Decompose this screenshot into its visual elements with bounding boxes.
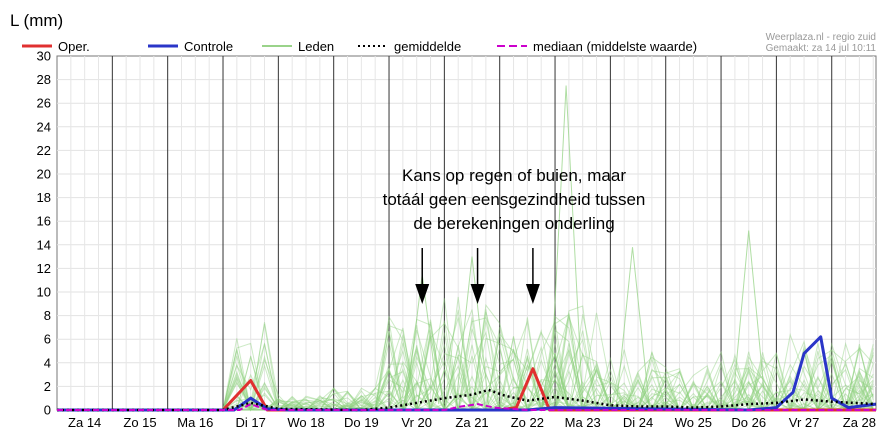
y-tick-label: 24: [37, 119, 51, 134]
x-tick-label: Vr 27: [789, 415, 820, 430]
legend-label: Leden: [298, 39, 334, 54]
y-tick-label: 16: [37, 214, 51, 229]
legend-label: Controle: [184, 39, 233, 54]
member-spike: [615, 247, 650, 411]
y-tick-label: 2: [44, 379, 51, 394]
annotation-text: de berekeningen onderling: [413, 214, 614, 233]
series-line-mediaan: [57, 403, 876, 411]
y-tick-label: 8: [44, 308, 51, 323]
x-tick-label: Wo 25: [675, 415, 712, 430]
series-lines: [57, 335, 877, 412]
legend-label: Oper.: [58, 39, 90, 54]
member-spike: [549, 85, 584, 411]
x-tick-label: Do 26: [731, 415, 766, 430]
y-tick-label: 14: [37, 237, 51, 252]
x-tick-label: Za 28: [843, 415, 876, 430]
y-tick-label: 18: [37, 190, 51, 205]
x-tick-label: Zo 22: [511, 415, 544, 430]
annotation-arrowhead: [415, 284, 430, 304]
y-axis-title: L (mm): [10, 11, 63, 30]
y-tick-label: 26: [37, 96, 51, 111]
x-tick-label: Di 24: [623, 415, 653, 430]
x-tick-label: Do 19: [344, 415, 379, 430]
created-label: Gemaakt: za 14 jul 10:11: [766, 43, 877, 54]
member-spike: [454, 256, 490, 411]
x-tick-label: Di 17: [236, 415, 266, 430]
y-tick-label: 4: [44, 355, 51, 370]
x-axis: Za 14 Zo 15 Ma 16 Di 17 Wo 18 Do 19 Vr 20 Za 21…: [68, 415, 876, 430]
grid: [57, 56, 876, 410]
source-label: Weerplaza.nl - regio zuid: [766, 32, 876, 43]
annotation: Kans op regen of buien, maar totáál geen …: [383, 166, 646, 304]
y-tick-label: 10: [37, 285, 51, 300]
annotation-text: Kans op regen of buien, maar: [402, 166, 626, 185]
y-tick-label: 20: [37, 167, 51, 182]
x-tick-label: Zo 15: [123, 415, 156, 430]
legend: Oper. Controle Leden gemiddelde mediaan (mid…: [22, 39, 697, 54]
annotation-text: totáál geen eensgezindheid tussen: [383, 190, 646, 209]
member-spike: [731, 230, 766, 411]
y-tick-label: 30: [37, 49, 51, 64]
y-tick-label: 0: [44, 403, 51, 418]
y-tick-label: 22: [37, 143, 51, 158]
legend-label: gemiddelde: [394, 39, 461, 54]
x-tick-label: Za 14: [68, 415, 101, 430]
annotation-arrowhead: [470, 284, 485, 304]
x-tick-label: Wo 18: [287, 415, 324, 430]
x-tick-label: Ma 16: [177, 415, 213, 430]
x-tick-label: Za 21: [455, 415, 488, 430]
annotation-arrowhead: [525, 284, 540, 304]
x-tick-label: Vr 20: [401, 415, 432, 430]
y-tick-label: 12: [37, 261, 51, 276]
plot-area: [56, 55, 877, 411]
legend-label: mediaan (middelste waarde): [533, 39, 697, 54]
x-tick-label: Ma 23: [565, 415, 601, 430]
y-tick-label: 28: [37, 72, 51, 87]
y-tick-label: 6: [44, 332, 51, 347]
